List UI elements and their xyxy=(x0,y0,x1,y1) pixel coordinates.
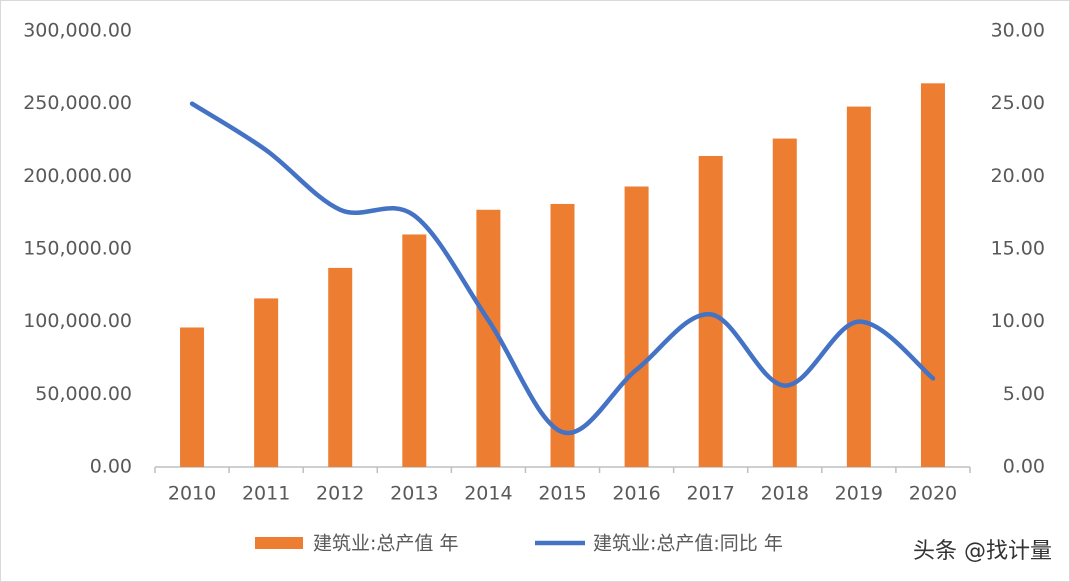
y-tick-label: 50,000.00 xyxy=(35,383,132,405)
bar xyxy=(772,138,797,467)
bar xyxy=(328,267,353,467)
bar xyxy=(550,203,575,468)
y2-tick-label: 15.00 xyxy=(991,238,1045,260)
x-tick-label: 2018 xyxy=(761,483,809,505)
x-tick-label: 2011 xyxy=(242,483,290,505)
y-tick-label: 200,000.00 xyxy=(23,165,132,187)
y2-tick-label: 25.00 xyxy=(991,92,1045,114)
legend-swatch xyxy=(255,537,303,549)
y-tick-label: 100,000.00 xyxy=(23,310,132,332)
y2-tick-label: 0.00 xyxy=(1003,456,1045,478)
bar xyxy=(180,327,205,467)
x-tick-label: 2020 xyxy=(909,483,957,505)
x-tick-label: 2017 xyxy=(687,483,735,505)
legend-label: 建筑业:总产值:同比 年 xyxy=(593,533,783,555)
y-tick-label: 300,000.00 xyxy=(23,20,132,42)
y2-tick-label: 20.00 xyxy=(991,165,1045,187)
x-tick-label: 2016 xyxy=(612,483,660,505)
bar xyxy=(402,234,427,467)
x-tick-label: 2014 xyxy=(464,483,512,505)
legend-label: 建筑业:总产值 年 xyxy=(313,533,458,555)
bar xyxy=(846,106,871,467)
bar xyxy=(254,298,279,467)
x-tick-label: 2012 xyxy=(316,483,364,505)
y-tick-label: 250,000.00 xyxy=(23,92,132,114)
bar xyxy=(698,155,723,467)
watermark: 头条 @找计量 xyxy=(913,539,1052,564)
bar xyxy=(476,209,501,467)
x-tick-label: 2013 xyxy=(390,483,438,505)
y-tick-label: 0.00 xyxy=(90,456,132,478)
bar xyxy=(624,186,649,468)
x-tick-label: 2015 xyxy=(538,483,586,505)
y-tick-label: 150,000.00 xyxy=(23,238,132,260)
x-tick-label: 2019 xyxy=(835,483,883,505)
y2-tick-label: 30.00 xyxy=(991,20,1045,42)
y2-tick-label: 10.00 xyxy=(991,310,1045,332)
x-tick-label: 2010 xyxy=(168,483,216,505)
bar xyxy=(920,83,945,467)
line xyxy=(189,101,936,436)
y2-tick-label: 5.00 xyxy=(1003,383,1045,405)
